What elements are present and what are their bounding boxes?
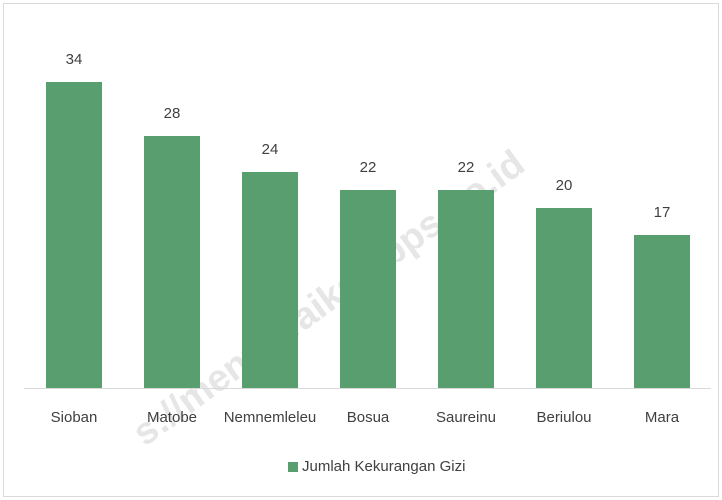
bar bbox=[438, 190, 494, 388]
data-label: 34 bbox=[66, 51, 83, 68]
data-label: 20 bbox=[556, 177, 573, 194]
data-label: 24 bbox=[262, 141, 279, 158]
bar bbox=[144, 136, 200, 388]
bar bbox=[242, 172, 298, 388]
bar bbox=[46, 82, 102, 388]
x-tick-label: Saureinu bbox=[436, 409, 496, 426]
data-label: 22 bbox=[458, 159, 475, 176]
bar bbox=[536, 208, 592, 388]
x-tick-label: Mara bbox=[645, 409, 680, 426]
legend-swatch bbox=[288, 462, 298, 472]
bar bbox=[340, 190, 396, 388]
x-tick-label: Beriulou bbox=[536, 409, 591, 426]
x-tick-label: Sioban bbox=[51, 409, 98, 426]
bar bbox=[634, 235, 690, 388]
x-tick-label: Nemnemleleu bbox=[224, 409, 317, 426]
legend-label: Jumlah Kekurangan Gizi bbox=[302, 458, 465, 475]
x-tick-label: Matobe bbox=[147, 409, 197, 426]
data-label: 28 bbox=[164, 105, 181, 122]
x-tick-label: Bosua bbox=[347, 409, 390, 426]
data-label: 17 bbox=[654, 204, 671, 221]
data-label: 22 bbox=[360, 159, 377, 176]
